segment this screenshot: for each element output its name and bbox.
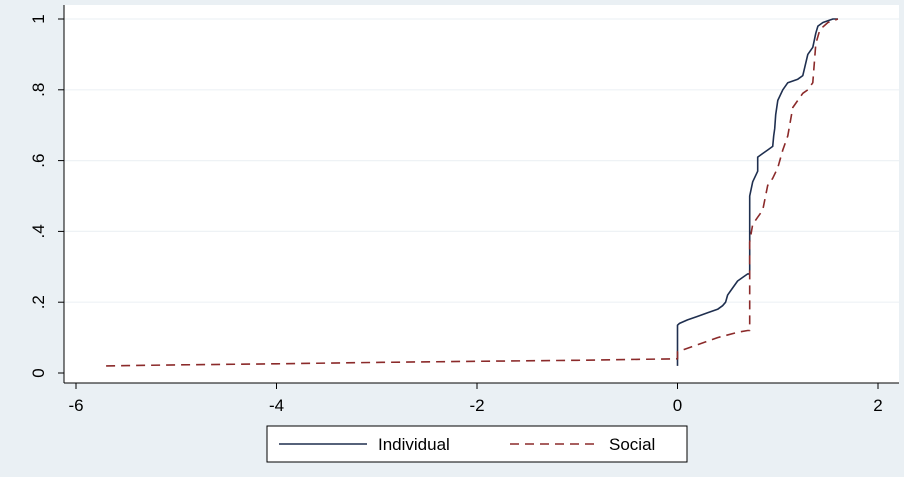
legend-box xyxy=(266,425,688,463)
y-tick-label-5: 1 xyxy=(29,14,48,23)
legend-label-social: Social xyxy=(609,435,655,454)
y-tick-label-2: .4 xyxy=(29,224,48,238)
legend[interactable]: Individual Social xyxy=(266,425,688,463)
x-tick-label-2: -2 xyxy=(469,396,484,415)
legend-label-individual: Individual xyxy=(378,435,450,454)
series-line-social xyxy=(106,18,839,367)
axes: 0 .2 .4 .6 .8 1 -6 -4 -2 0 2 xyxy=(29,5,899,415)
series-line-individual xyxy=(676,18,838,366)
x-tick-label-0: -6 xyxy=(68,396,83,415)
x-tick-label-3: 0 xyxy=(673,396,682,415)
series-layer xyxy=(106,18,839,367)
x-tick-label-1: -4 xyxy=(269,396,284,415)
y-tick-label-3: .6 xyxy=(29,154,48,168)
plot-area xyxy=(64,5,899,383)
y-tick-label-0: 0 xyxy=(29,368,48,377)
y-tick-label-4: .8 xyxy=(29,83,48,97)
y-tick-label-1: .2 xyxy=(29,295,48,309)
grid-lines xyxy=(64,18,899,303)
x-tick-label-4: 2 xyxy=(873,396,882,415)
